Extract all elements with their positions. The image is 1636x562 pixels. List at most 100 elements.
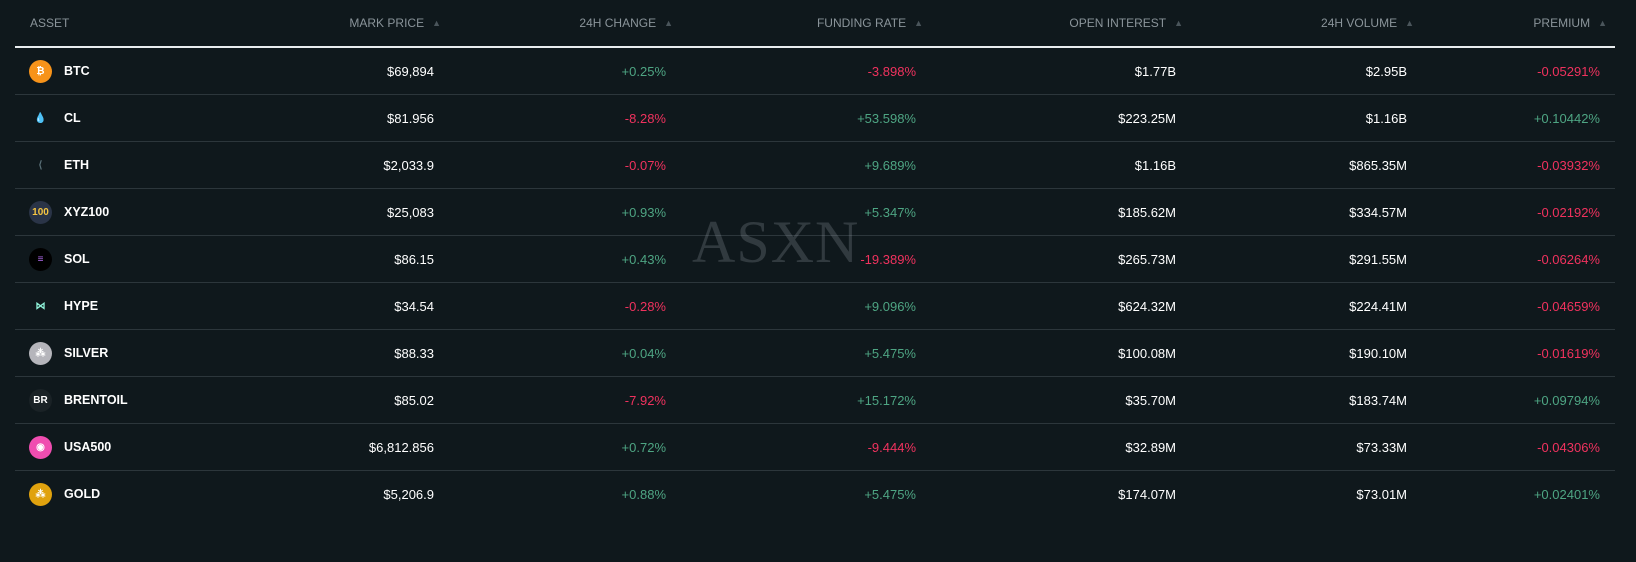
- table-row[interactable]: ⁂ SILVER $88.33 +0.04% +5.475% $100.08M …: [15, 330, 1615, 377]
- asset-symbol: ETH: [64, 158, 89, 172]
- funding-rate: -9.444%: [867, 439, 916, 455]
- volume-24h: $1.16B: [1365, 110, 1407, 126]
- volume-24h: $224.41M: [1349, 298, 1407, 314]
- asset-cell: ≡ SOL: [15, 247, 221, 271]
- mark-price: $86.15: [394, 251, 434, 267]
- premium: +0.10442%: [1533, 110, 1600, 126]
- sort-arrow-icon: ▲: [1174, 18, 1183, 28]
- change-24h: -8.28%: [624, 110, 666, 126]
- brentoil-icon: BR: [29, 388, 52, 412]
- table-row[interactable]: ⟨ ETH $2,033.9 -0.07% +9.689% $1.16B $86…: [15, 142, 1615, 189]
- table-row[interactable]: ≡ SOL $86.15 +0.43% -19.389% $265.73M $2…: [15, 236, 1615, 283]
- volume-24h: $183.74M: [1349, 392, 1407, 408]
- sort-arrow-icon: ▲: [664, 18, 673, 28]
- premium: -0.04306%: [1537, 439, 1600, 455]
- header-label: ASSET: [30, 16, 70, 30]
- header-label: PREMIUM: [1533, 16, 1591, 30]
- table-row[interactable]: ⋈ HYPE $34.54 -0.28% +9.096% $624.32M $2…: [15, 283, 1615, 330]
- sort-arrow-icon: ▲: [1405, 18, 1414, 28]
- header-label: FUNDING RATE: [816, 16, 907, 30]
- table-row[interactable]: BR BRENTOIL $85.02 -7.92% +15.172% $35.7…: [15, 377, 1615, 424]
- table-row[interactable]: ◉ USA500 $6,812.856 +0.72% -9.444% $32.8…: [15, 424, 1615, 471]
- asset-symbol: XYZ100: [64, 205, 110, 219]
- asset-cell: 💧 CL: [15, 107, 221, 130]
- open-interest: $185.62M: [1118, 204, 1176, 220]
- asset-symbol: SILVER: [64, 346, 109, 360]
- asset-cell: BR BRENTOIL: [15, 388, 221, 412]
- open-interest: $1.77B: [1134, 63, 1176, 79]
- premium: -0.03932%: [1537, 157, 1600, 173]
- table-row[interactable]: 100 XYZ100 $25,083 +0.93% +5.347% $185.6…: [15, 189, 1615, 236]
- premium: -0.02192%: [1537, 204, 1600, 220]
- volume-24h: $334.57M: [1349, 204, 1407, 220]
- silver-bars-icon: ⁂: [29, 341, 52, 365]
- header-mark-price[interactable]: MARK PRICE ▲: [221, 16, 449, 30]
- header-24h-change[interactable]: 24H CHANGE ▲: [449, 16, 681, 30]
- asset-cell: ⁂ SILVER: [15, 341, 221, 365]
- header-funding-rate[interactable]: FUNDING RATE ▲: [681, 16, 931, 30]
- volume-24h: $291.55M: [1349, 251, 1407, 267]
- volume-24h: $190.10M: [1349, 345, 1407, 361]
- asset-cell: ₿ BTC: [15, 59, 221, 83]
- open-interest: $32.89M: [1125, 439, 1176, 455]
- mark-price: $25,083: [387, 204, 434, 220]
- header-24h-volume[interactable]: 24H VOLUME ▲: [1191, 16, 1422, 30]
- asset-symbol: USA500: [64, 440, 112, 454]
- asset-symbol: BTC: [64, 64, 90, 78]
- open-interest: $100.08M: [1118, 345, 1176, 361]
- change-24h: -0.28%: [624, 298, 666, 314]
- asset-cell: ⟨ ETH: [15, 154, 221, 177]
- volume-24h: $73.01M: [1356, 486, 1407, 502]
- mark-price: $69,894: [387, 63, 434, 79]
- funding-rate: +15.172%: [857, 392, 916, 408]
- open-interest: $35.70M: [1125, 392, 1176, 408]
- usa500-icon: ◉: [29, 435, 52, 459]
- volume-24h: $73.33M: [1356, 439, 1407, 455]
- mark-price: $5,206.9: [383, 486, 434, 502]
- solana-icon: ≡: [29, 247, 52, 271]
- sort-arrow-icon: ▲: [914, 18, 923, 28]
- volume-24h: $865.35M: [1349, 157, 1407, 173]
- open-interest: $1.16B: [1134, 157, 1176, 173]
- asset-cell: ⁂ GOLD: [15, 482, 221, 506]
- premium: +0.09794%: [1533, 392, 1600, 408]
- funding-rate: +5.347%: [864, 204, 916, 220]
- change-24h: -7.92%: [624, 392, 666, 408]
- asset-cell: ⋈ HYPE: [15, 295, 221, 318]
- markets-table: ASSET MARK PRICE ▲ 24H CHANGE ▲ FUNDING RA…: [15, 0, 1615, 517]
- open-interest: $223.25M: [1118, 110, 1176, 126]
- ethereum-icon: ⟨: [38, 159, 43, 171]
- asset-cell: 100 XYZ100: [15, 200, 221, 224]
- table-row[interactable]: ⁂ GOLD $5,206.9 +0.88% +5.475% $174.07M …: [15, 471, 1615, 517]
- premium: +0.02401%: [1533, 486, 1600, 502]
- table-body: ₿ BTC $69,894 +0.25% -3.898% $1.77B $2.9…: [15, 48, 1615, 517]
- table-row[interactable]: ₿ BTC $69,894 +0.25% -3.898% $1.77B $2.9…: [15, 48, 1615, 95]
- bitcoin-icon: ₿: [29, 59, 52, 83]
- change-24h: +0.72%: [621, 439, 666, 455]
- open-interest: $624.32M: [1118, 298, 1176, 314]
- mark-price: $88.33: [394, 345, 434, 361]
- mark-price: $2,033.9: [383, 157, 434, 173]
- header-label: MARK PRICE: [349, 16, 425, 30]
- header-label: 24H CHANGE: [579, 16, 657, 30]
- header-asset[interactable]: ASSET: [15, 16, 221, 30]
- premium: -0.06264%: [1537, 251, 1600, 267]
- header-premium[interactable]: PREMIUM ▲: [1422, 16, 1615, 30]
- funding-rate: +53.598%: [857, 110, 916, 126]
- mark-price: $34.54: [394, 298, 434, 314]
- funding-rate: +9.096%: [864, 298, 916, 314]
- asset-symbol: SOL: [64, 252, 90, 266]
- premium: -0.04659%: [1537, 298, 1600, 314]
- header-label: OPEN INTEREST: [1069, 16, 1167, 30]
- asset-symbol: HYPE: [64, 299, 99, 313]
- open-interest: $174.07M: [1118, 486, 1176, 502]
- asset-symbol: GOLD: [64, 487, 101, 501]
- table-row[interactable]: 💧 CL $81.956 -8.28% +53.598% $223.25M $1…: [15, 95, 1615, 142]
- mark-price: $85.02: [394, 392, 434, 408]
- header-open-interest[interactable]: OPEN INTEREST ▲: [931, 16, 1191, 30]
- table-header: ASSET MARK PRICE ▲ 24H CHANGE ▲ FUNDING RA…: [15, 0, 1615, 48]
- change-24h: +0.93%: [621, 204, 666, 220]
- oil-drop-icon: 💧: [34, 112, 47, 124]
- change-24h: -0.07%: [624, 157, 666, 173]
- mark-price: $81.956: [387, 110, 434, 126]
